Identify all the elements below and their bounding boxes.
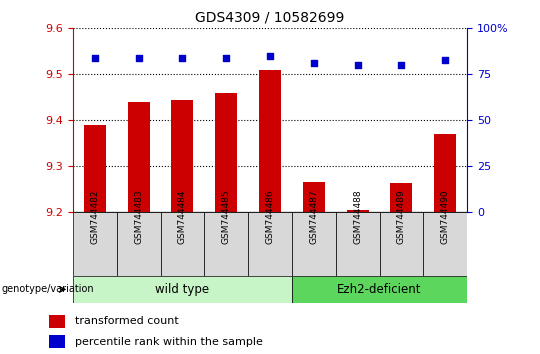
Title: GDS4309 / 10582699: GDS4309 / 10582699 [195, 10, 345, 24]
Bar [49, 315, 65, 327]
Text: GSM744486: GSM744486 [266, 190, 274, 244]
Point [309, 61, 318, 66]
Text: percentile rank within the sample: percentile rank within the sample [75, 337, 263, 347]
Text: GSM744484: GSM744484 [178, 190, 187, 244]
Bar [160, 212, 204, 276]
Point [397, 62, 406, 68]
Text: GSM744488: GSM744488 [353, 190, 362, 244]
Point [441, 57, 449, 62]
Bar [423, 212, 467, 276]
Bar [117, 212, 160, 276]
Bar [204, 212, 248, 276]
Bar [127, 102, 150, 212]
Bar [215, 93, 237, 212]
Bar [84, 125, 106, 212]
Text: GSM744490: GSM744490 [441, 190, 450, 244]
Point [353, 62, 362, 68]
Bar [434, 134, 456, 212]
Text: GSM744485: GSM744485 [222, 190, 231, 244]
Bar [336, 212, 380, 276]
Text: Ezh2-deficient: Ezh2-deficient [338, 283, 422, 296]
Bar [248, 212, 292, 276]
Bar [380, 212, 423, 276]
Text: transformed count: transformed count [75, 316, 179, 326]
Bar [172, 99, 193, 212]
Text: GSM744483: GSM744483 [134, 190, 143, 244]
Text: GSM744487: GSM744487 [309, 190, 318, 244]
Text: genotype/variation: genotype/variation [2, 284, 94, 295]
Bar [303, 182, 325, 212]
Point [222, 55, 231, 61]
Point [134, 55, 143, 61]
Point [178, 55, 187, 61]
Point [266, 53, 274, 59]
Text: GSM744482: GSM744482 [90, 190, 99, 244]
Bar [73, 276, 292, 303]
Text: wild type: wild type [156, 283, 210, 296]
Bar [73, 212, 117, 276]
Text: GSM744489: GSM744489 [397, 190, 406, 244]
Bar [49, 335, 65, 348]
Bar [259, 70, 281, 212]
Bar [292, 276, 467, 303]
Bar [390, 183, 413, 212]
Point [91, 55, 99, 61]
Bar [347, 210, 368, 212]
Bar [292, 212, 336, 276]
